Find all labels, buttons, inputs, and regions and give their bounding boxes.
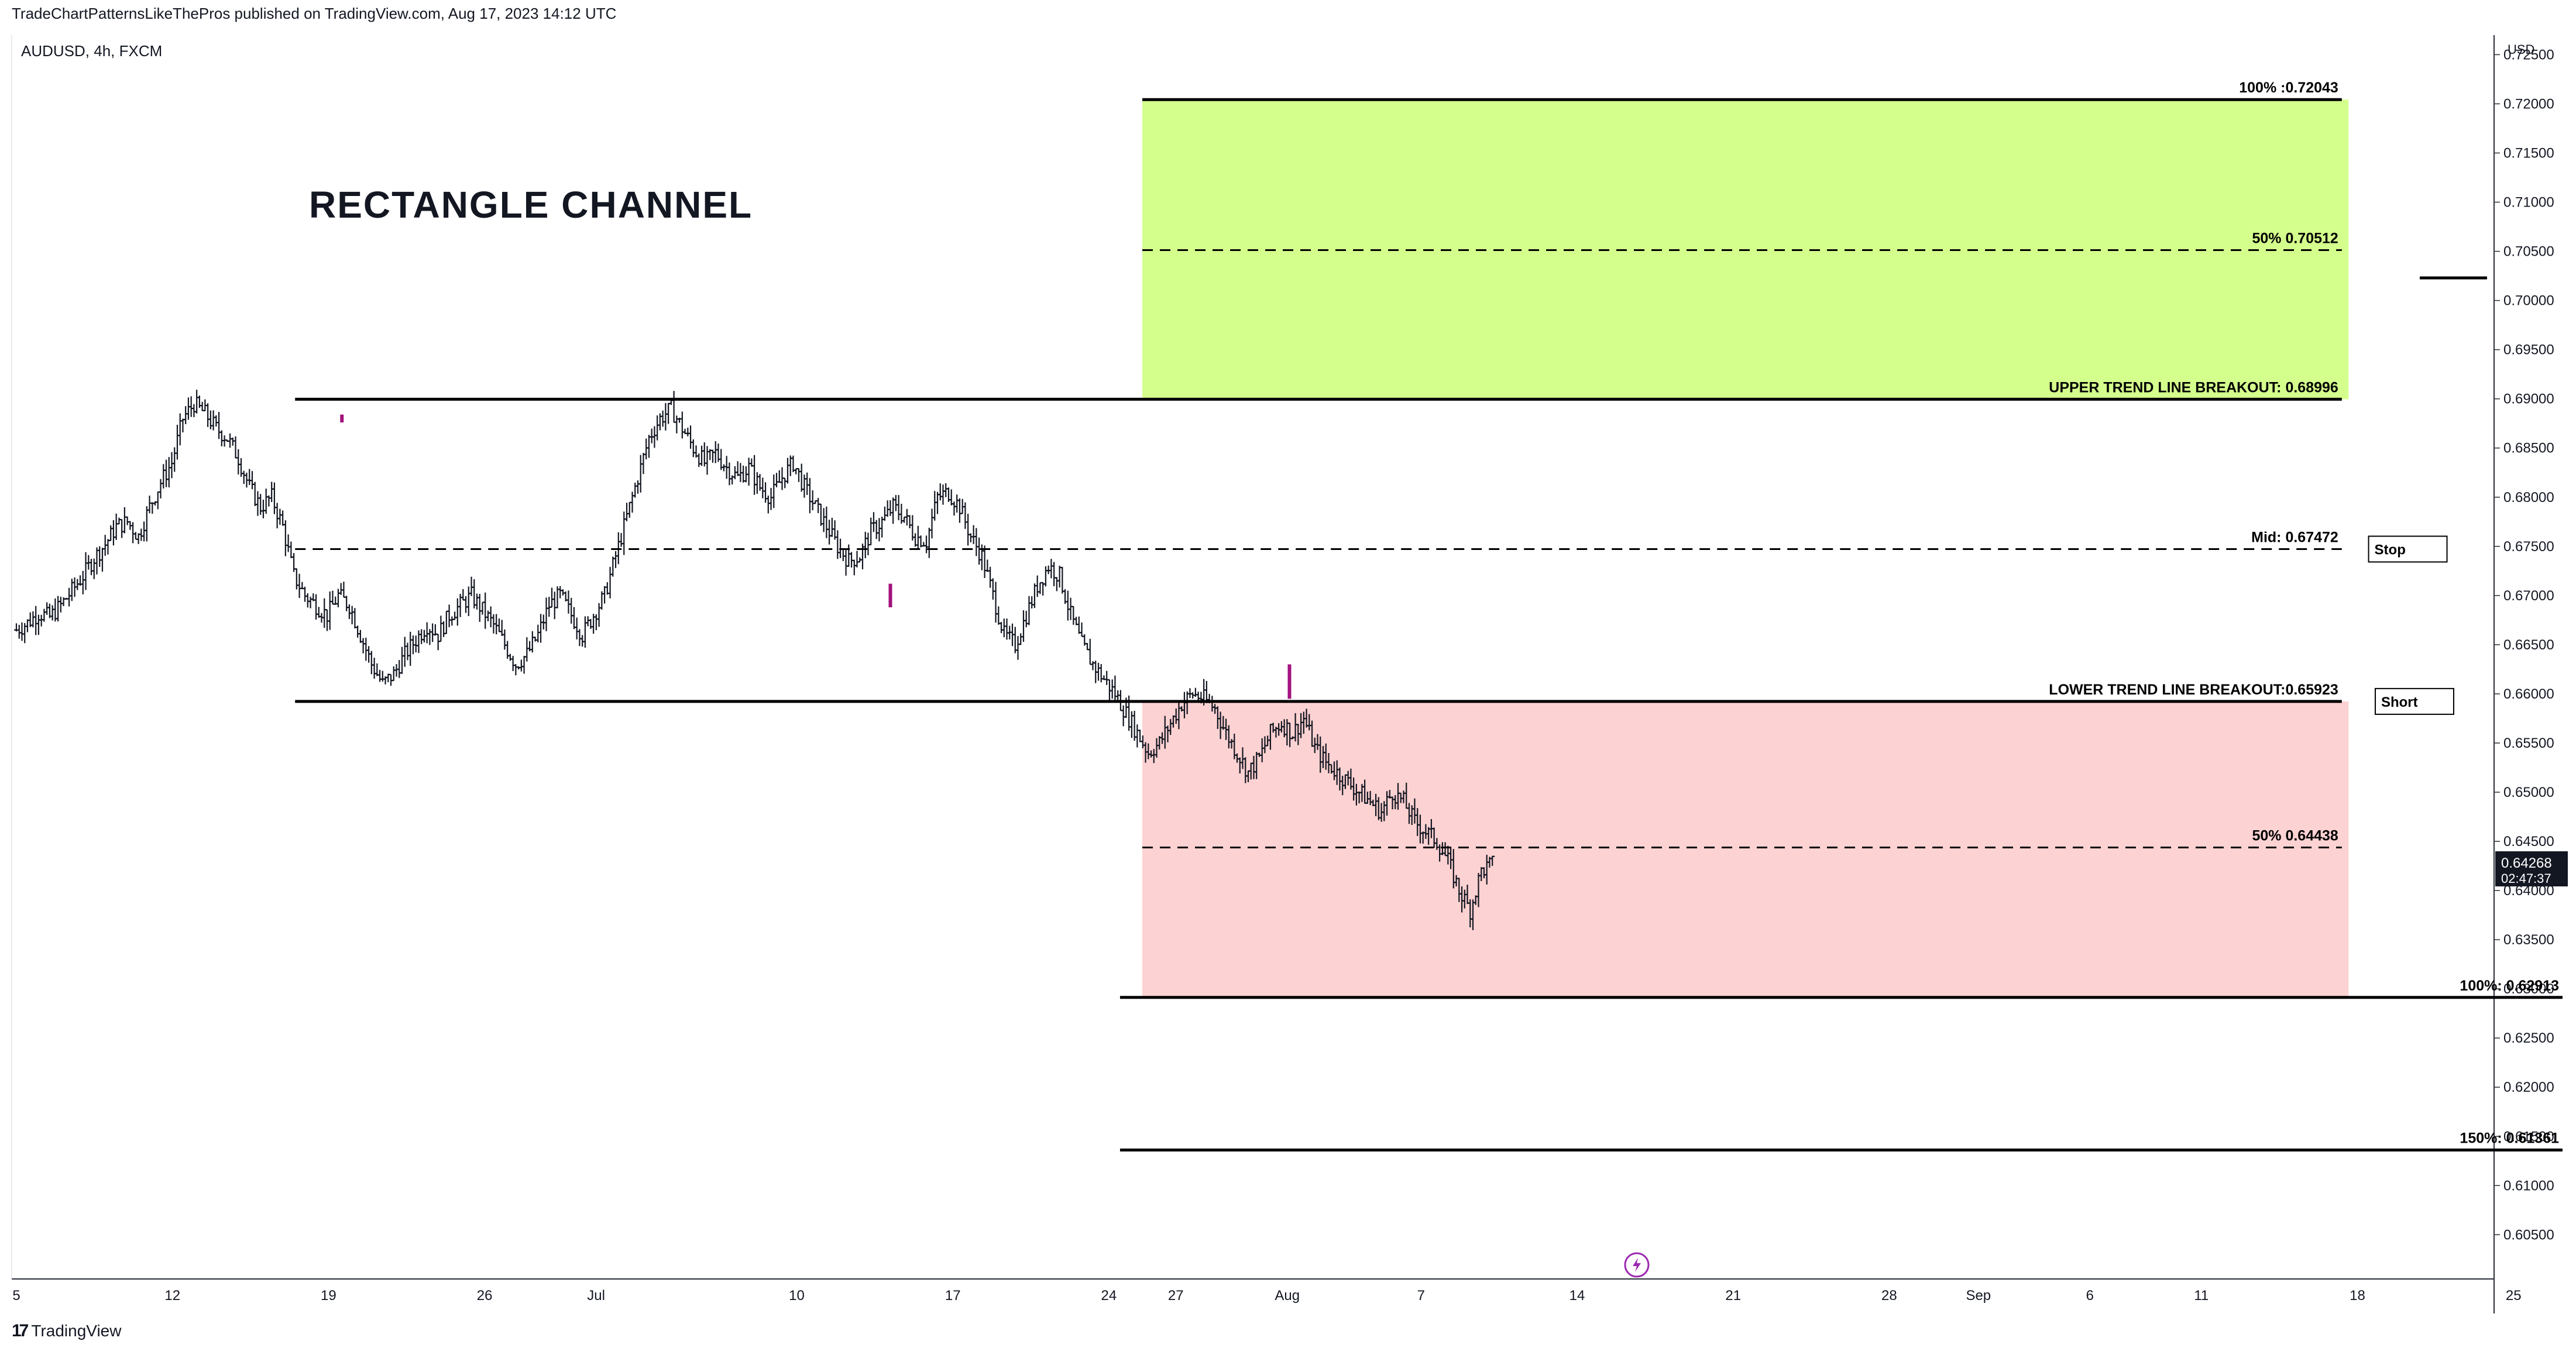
y-tick-label: 0.69000 [2503,391,2554,407]
highlight-bar [340,414,344,423]
y-tick-label: 0.61500 [2503,1129,2554,1144]
x-tick-label: 5 [12,1288,20,1304]
tradingview-mark-icon: 17 [12,1321,29,1340]
ohlc-bar [1490,855,1495,866]
marker-box-stop [2368,535,2448,563]
y-tick-label: 0.67500 [2503,539,2554,555]
x-tick-label: 10 [789,1288,805,1304]
currency-label: USD [2508,42,2534,57]
level-label: 50% 0.70512 [2252,231,2338,247]
bar-countdown: 02:47:37 [2501,871,2551,886]
y-tick-label: 0.69500 [2503,342,2554,358]
x-tick-label: 24 [1101,1288,1117,1304]
level-label: 150%: 0.61361 [2460,1130,2559,1147]
y-tick-label: 0.65000 [2503,785,2554,800]
highlight-bar [1287,664,1292,699]
y-tick-label: 0.63500 [2503,932,2554,948]
y-tick-label: 0.70500 [2503,244,2554,260]
x-tick-label: 17 [945,1288,961,1304]
marker-box-short [2374,687,2454,715]
y-tick-label: 0.68500 [2503,441,2554,456]
marker-box-label: Stop [2375,542,2406,558]
y-tick-label: 0.63000 [2503,981,2554,997]
level-label: 100%: 0.62913 [2460,978,2559,994]
symbol-label: AUDUSD, 4h, FXCM [21,42,162,60]
y-tick-label: 0.65500 [2503,735,2554,751]
x-tick-label: Sep [1966,1288,1991,1304]
x-tick-label: 19 [321,1288,336,1304]
publisher-line: TradeChartPatternsLikeThePros published … [12,5,617,22]
chart-title: RECTANGLE CHANNEL [309,184,753,226]
last-price-label: 0.64268 [2501,855,2552,871]
y-tick-label: 0.62000 [2503,1079,2554,1095]
y-tick-label: 0.71500 [2503,145,2554,161]
level-label: Mid: 0.67472 [2251,529,2338,546]
level-label: 100% :0.72043 [2239,80,2338,96]
x-tick-label: 26 [477,1288,493,1304]
x-tick-label: 25 [2506,1288,2522,1304]
x-tick-label: Jul [587,1288,605,1304]
y-tick-label: 0.66500 [2503,637,2554,653]
y-tick-label: 0.67000 [2503,588,2554,604]
y-tick-label: 0.72500 [2503,47,2554,63]
lightning-icon[interactable] [1624,1252,1650,1278]
x-tick-label: 21 [1725,1288,1741,1304]
last-price-tag [2495,851,2568,887]
x-tick-label: 7 [1417,1288,1425,1304]
y-tick-label: 0.62500 [2503,1030,2554,1046]
level-label: 50% 0.64438 [2252,827,2338,844]
x-tick-label: Aug [1275,1288,1300,1304]
y-tick-label: 0.70000 [2503,293,2554,309]
level-label: UPPER TREND LINE BREAKOUT: 0.68996 [2049,379,2338,396]
y-tick-label: 0.61000 [2503,1178,2554,1194]
x-tick-label: 14 [1569,1288,1585,1304]
marker-box-label: Short [2381,694,2418,710]
y-tick-label: 0.66000 [2503,686,2554,702]
y-tick-label: 0.64500 [2503,834,2554,850]
x-tick-label: 28 [1881,1288,1897,1304]
y-tick-label: 0.60500 [2503,1227,2554,1243]
x-tick-label: 12 [164,1288,180,1304]
level-label: LOWER TREND LINE BREAKOUT:0.65923 [2049,682,2338,698]
x-tick-label: 18 [2350,1288,2365,1304]
highlight-bar [888,583,892,608]
y-tick-label: 0.68000 [2503,490,2554,506]
tradingview-logo-text: TradingView [31,1322,122,1340]
x-tick-label: 27 [1168,1288,1184,1304]
y-tick-label: 0.72000 [2503,96,2554,112]
lightning-icon-bolt [1633,1258,1641,1272]
x-tick-label: 11 [2194,1288,2209,1304]
tradingview-logo[interactable]: 17 TradingView [12,1321,121,1341]
x-tick-label: 6 [2086,1288,2094,1304]
zone-target-down [1142,701,2349,998]
y-tick-label: 0.71000 [2503,195,2554,211]
